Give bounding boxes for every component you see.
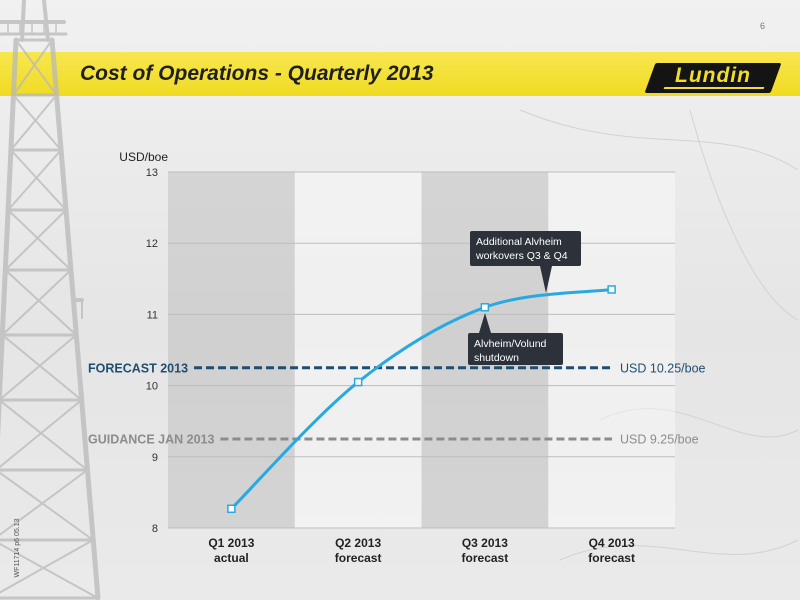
- derrick-strut: [49, 37, 101, 600]
- callout: Additional Alvheim workovers Q3 & Q4: [470, 231, 581, 293]
- derrick-strut: [1, 334, 83, 401]
- series-line: [230, 287, 612, 510]
- derrick-strut: [0, 334, 78, 401]
- callout: Alvheim/Volund shutdown: [468, 313, 563, 365]
- background-swirl: [599, 408, 799, 438]
- derrick-silhouette: [0, 0, 101, 600]
- callout-text: Alvheim/Volund: [474, 338, 547, 350]
- background-swirl: [689, 109, 799, 321]
- x-tick-sublabel: forecast: [335, 551, 382, 565]
- data-point: [227, 504, 236, 514]
- x-tick-label: Q4 2013 forecast: [588, 536, 635, 565]
- x-tick-category: Q3 2013: [462, 536, 508, 550]
- reference-line-label: FORECAST 2013: [88, 361, 188, 375]
- x-tick-sublabel: actual: [214, 551, 249, 565]
- derrick-strut: [0, 399, 83, 469]
- x-tick-sublabel: forecast: [588, 551, 635, 565]
- x-tick-label: Q3 2013 forecast: [462, 536, 509, 565]
- reference-line-label: GUIDANCE JAN 2013: [88, 433, 214, 447]
- background-swirls: [519, 109, 799, 561]
- derrick-strut: [12, 94, 63, 151]
- logo-text: Lundin: [675, 64, 751, 87]
- derrick-strut: [9, 149, 67, 211]
- derrick-strut: [7, 209, 72, 271]
- derrick-strut: [0, 399, 89, 471]
- x-tick-category: Q1 2013: [208, 536, 254, 550]
- derrick-strut: [15, 39, 58, 96]
- page-number: 6: [760, 21, 766, 31]
- y-axis-label: USD/boe: [119, 150, 168, 164]
- reference-line-value-label: USD 10.25/boe: [620, 361, 706, 375]
- derrick-strut: [9, 94, 58, 151]
- derrick-strut: [0, 469, 89, 536]
- category-band: [548, 172, 675, 528]
- footer-code: WF11714 p6 05.13: [14, 518, 21, 578]
- category-band: [168, 172, 295, 528]
- background-swirl: [559, 539, 799, 561]
- reference-line-value-label: USD 9.25/boe: [620, 433, 699, 447]
- y-tick-label: 12: [146, 238, 158, 250]
- derrick-strut: [1, 269, 72, 336]
- x-tick-label: Q1 2013 actual: [208, 536, 254, 565]
- derrick-strut: [0, 37, 19, 439]
- y-axis: 8 9 10 11 12 13: [146, 167, 675, 535]
- category-bands: [168, 172, 675, 528]
- derrick-strut: [0, 539, 95, 594]
- y-tick-label: 10: [146, 381, 158, 393]
- callout-text: workovers Q3 & Q4: [475, 250, 568, 262]
- background-swirl: [519, 109, 799, 171]
- callout-pointer: [540, 266, 552, 293]
- callout-box: [470, 231, 581, 266]
- derrick-strut: [4, 269, 78, 336]
- x-tick-sublabel: forecast: [462, 551, 509, 565]
- lundin-logo: Lundin: [644, 63, 782, 93]
- derrick-strut: [0, 471, 95, 541]
- y-tick-label: 9: [152, 452, 158, 464]
- data-point: [480, 303, 490, 312]
- callout-pointer: [479, 313, 491, 333]
- reference-line-group: GUIDANCE JAN 2013 USD 9.25/boe: [88, 433, 699, 447]
- derrick-strut: [4, 209, 67, 271]
- slide-title: Cost of Operations - Quarterly 2013: [80, 62, 434, 85]
- derrick-strut: [12, 39, 53, 96]
- data-point: [353, 377, 363, 387]
- x-tick-category: Q4 2013: [589, 536, 635, 550]
- callout-text: shutdown: [474, 352, 519, 364]
- reference-line-group: FORECAST 2013 USD 10.25/boe: [88, 361, 706, 375]
- y-tick-label: 8: [152, 523, 158, 535]
- data-point: [607, 285, 616, 294]
- callout-text: Additional Alvheim: [476, 236, 562, 248]
- y-tick-label: 11: [147, 309, 158, 321]
- x-tick-label: Q2 2013 forecast: [335, 536, 382, 565]
- derrick-strut: [7, 149, 63, 211]
- y-tick-label: 13: [146, 167, 158, 179]
- derrick-strut: [0, 542, 99, 599]
- callout-box: [468, 333, 563, 365]
- x-tick-category: Q2 2013: [335, 536, 381, 550]
